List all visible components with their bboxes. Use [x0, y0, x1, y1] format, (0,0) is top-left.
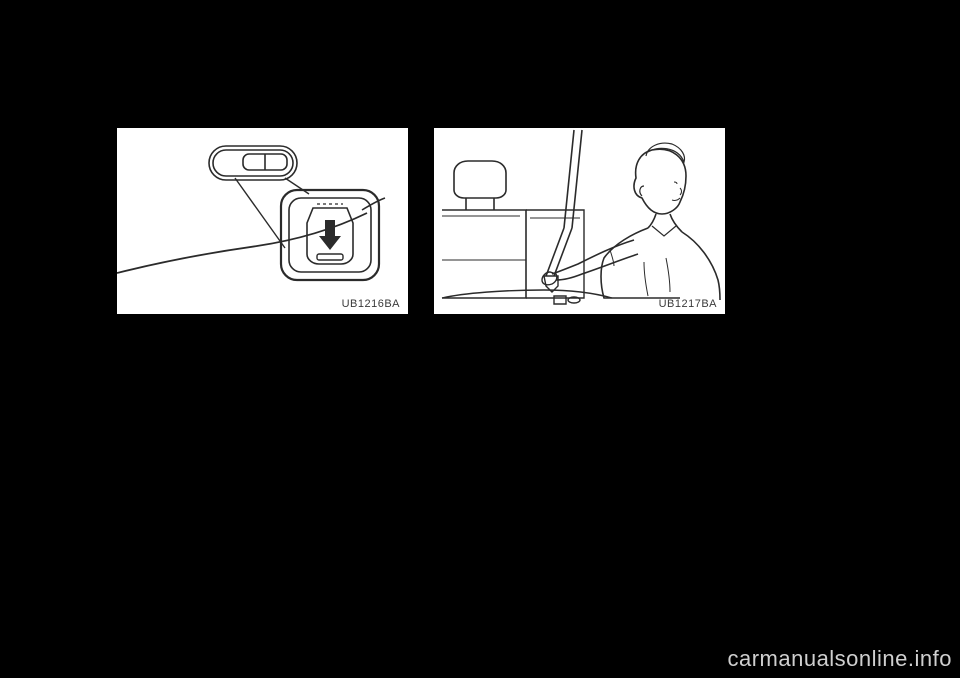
page: UB1216BA [0, 0, 960, 678]
illustration-seatbelt-passenger [434, 128, 727, 316]
panel-code-left: UB1216BA [342, 298, 400, 310]
panel-code-right: UB1217BA [659, 298, 717, 310]
illustration-tailgate-handle [117, 128, 410, 316]
watermark: carmanualsonline.info [727, 646, 952, 672]
panel-left: UB1216BA [115, 126, 410, 316]
panel-right: UB1217BA [432, 126, 727, 316]
